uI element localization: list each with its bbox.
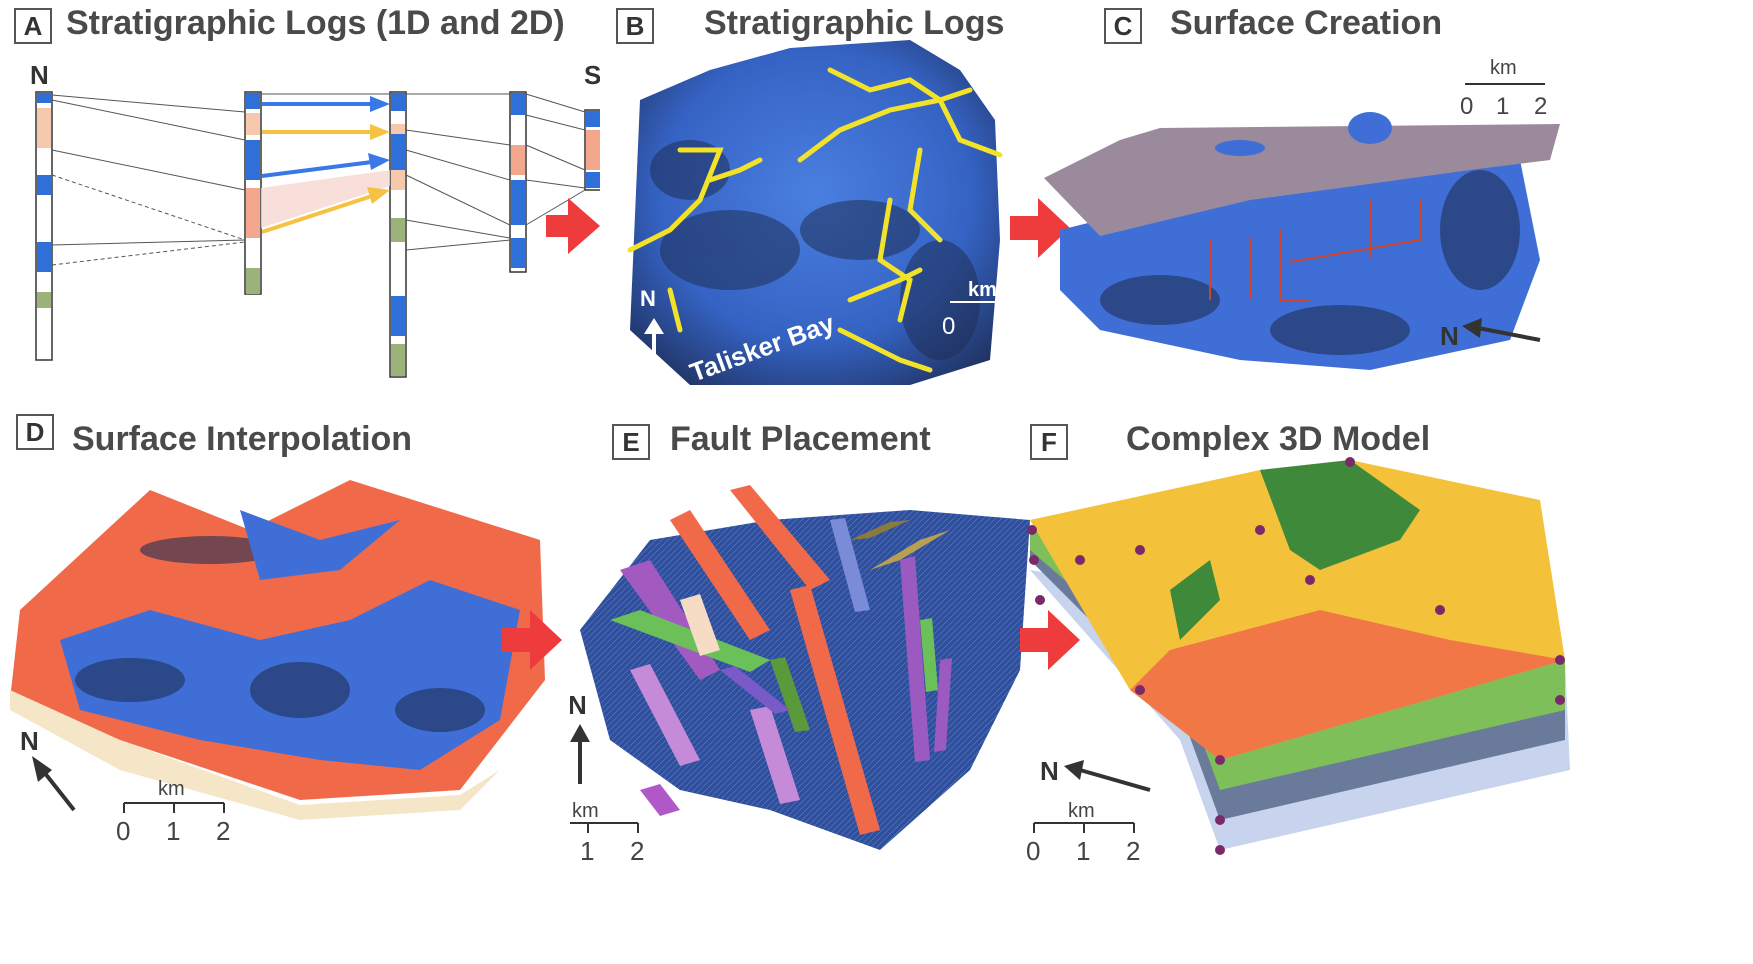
scale-bar-d: km 0 1 2	[116, 778, 230, 846]
scale-unit-d: km	[158, 778, 185, 800]
scale-unit-f: km	[1068, 800, 1095, 822]
scale-tick-d-0: 0	[116, 816, 130, 846]
panel-letter-b: B	[616, 8, 654, 44]
scale-bar-e: km 0 1 2	[570, 800, 644, 866]
scale-tick-c-0: 0	[1460, 93, 1473, 120]
scale-bar-f: km 0 1 2	[1026, 800, 1140, 866]
north-arrow-e	[570, 724, 590, 784]
scale-unit-c: km	[1490, 57, 1517, 79]
scale-tick-c-2: 2	[1534, 93, 1547, 120]
log-column-4	[509, 91, 527, 273]
log-column-5	[584, 109, 600, 191]
surface-plane-c	[1044, 124, 1560, 236]
scale-bar-b: km 0 1	[942, 279, 1010, 340]
north-arrow-c	[1462, 318, 1541, 342]
scale-tick-b-1: 1	[1006, 313, 1010, 340]
flow-arrow-b-c	[1010, 198, 1070, 258]
scale-tick-e-2: 2	[630, 836, 644, 866]
yellow-traces	[627, 67, 1003, 373]
panel-b: B Stratigraphic Logs Talisker Bay N	[610, 0, 1010, 400]
surface-interpolation-view: N km 0 1 2	[10, 480, 545, 846]
scale-bar-c: km 0 1 2	[1460, 57, 1547, 120]
panel-letter-a: A	[14, 8, 52, 44]
terrain-map-b: Talisker Bay N km 0 1	[627, 40, 1010, 388]
correlation-lines	[51, 93, 586, 266]
north-label-c: N	[1440, 321, 1459, 351]
north-label-b: N	[640, 286, 656, 311]
scale-tick-d-1: 1	[166, 816, 180, 846]
scale-unit-b: km	[968, 279, 997, 301]
panel-a: A Stratigraphic Logs (1D and 2D)	[0, 0, 600, 400]
north-label-f: N	[1040, 756, 1059, 786]
fault-placement-view: N km 0 1 2	[570, 485, 1030, 866]
panel-letter-f: F	[1030, 424, 1068, 460]
north-label-a: N	[30, 60, 49, 90]
panel-title-b: Stratigraphic Logs	[704, 4, 1005, 42]
log-column-3	[389, 91, 407, 378]
green-outcrop	[1260, 460, 1420, 570]
south-label-a: S	[584, 60, 600, 90]
north-arrow-f	[1064, 760, 1151, 792]
panel-title-c: Surface Creation	[1170, 4, 1443, 42]
panel-d: D Surface Interpolation N km 0 1 2	[0, 410, 560, 964]
correlation-arrows	[261, 96, 390, 234]
scale-tick-d-2: 2	[216, 816, 230, 846]
north-arrow-d	[32, 756, 76, 812]
flow-arrow-a-b	[546, 198, 600, 254]
surface-creation-view: km 0 1 2 N	[1044, 57, 1560, 370]
panel-letter-e: E	[612, 424, 650, 460]
panel-c: C Surface Creation km 0 1 2 N	[1040, 0, 1753, 400]
scale-tick-c-1: 1	[1496, 93, 1509, 120]
well-markers	[1027, 457, 1565, 855]
north-label-e: N	[570, 690, 587, 720]
panel-title-d: Surface Interpolation	[72, 420, 413, 458]
panel-title-f: Complex 3D Model	[1126, 420, 1431, 458]
scale-tick-f-0: 0	[1026, 836, 1040, 866]
panel-letter-c: C	[1104, 8, 1142, 44]
panel-title-a: Stratigraphic Logs (1D and 2D)	[66, 4, 565, 42]
well-traces-c	[1209, 200, 1421, 301]
correlation-shade	[261, 170, 390, 228]
lower-surface-d	[10, 690, 500, 820]
scale-unit-e: km	[572, 800, 599, 822]
scale-tick-f-1: 1	[1076, 836, 1090, 866]
panel-letter-d: D	[16, 414, 54, 450]
scale-tick-e-1: 1	[580, 836, 594, 866]
log-column-2	[244, 91, 262, 295]
north-label-d: N	[20, 726, 39, 756]
scale-tick-f-2: 2	[1126, 836, 1140, 866]
stratigraphic-logs-diagram: N S	[30, 60, 600, 378]
north-arrow-b	[644, 318, 664, 372]
flow-arrow-d-e	[502, 610, 562, 670]
panel-title-e: Fault Placement	[670, 420, 931, 458]
flow-arrow-e-f	[1020, 610, 1080, 670]
fault-planes	[610, 485, 952, 835]
complex-3d-model-view: N km 0 1 2	[1026, 457, 1570, 866]
log-column-1	[35, 91, 53, 361]
panel-f: F Complex 3D Model N km 0 1 2	[1020, 410, 1753, 964]
panel-e: E Fault Placement N	[570, 410, 1040, 964]
scale-tick-b-0: 0	[942, 313, 955, 340]
